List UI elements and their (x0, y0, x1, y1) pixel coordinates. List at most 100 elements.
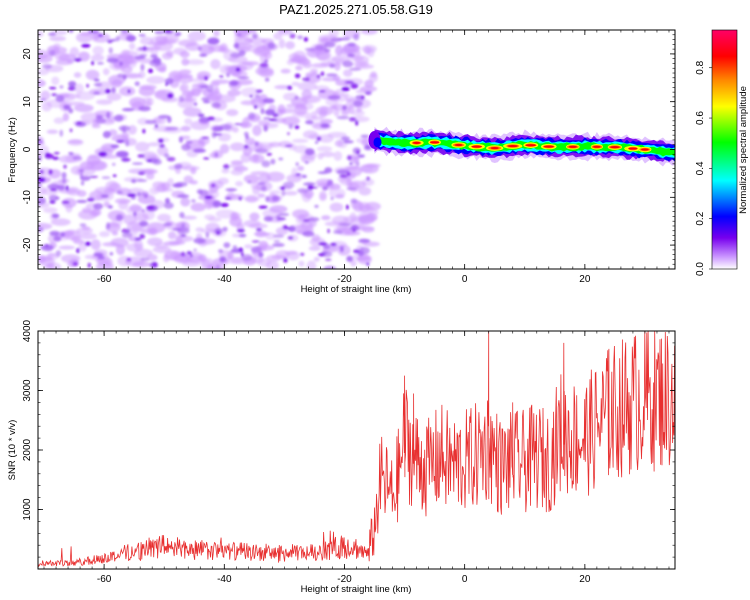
noise-blob (264, 77, 270, 82)
noise-peak (283, 257, 288, 263)
snr-series-line (38, 331, 675, 568)
noise-blob (72, 156, 82, 161)
noise-speck (331, 55, 351, 63)
noise-blob (115, 150, 129, 158)
noise-speck (146, 254, 158, 261)
noise-blob (38, 140, 43, 144)
noise-blob (181, 143, 191, 151)
noise-blob (81, 180, 85, 186)
noise-speck (38, 68, 50, 76)
noise-blob (116, 190, 123, 195)
noise-blob (347, 42, 356, 47)
noise-speck (179, 51, 190, 58)
noise-peak (81, 43, 91, 48)
noise-speck (301, 95, 321, 104)
noise-blob (270, 158, 276, 165)
noise-blob (150, 54, 158, 58)
noise-peak (190, 254, 193, 258)
noise-blob (154, 31, 164, 34)
noise-blob (328, 63, 336, 68)
noise-speck (164, 250, 181, 261)
noise-peak (159, 143, 165, 148)
noise-blob (271, 195, 280, 202)
noise-peak (287, 132, 290, 136)
noise-blob (110, 144, 120, 149)
noise-peak (254, 105, 258, 109)
noise-speck (149, 186, 160, 195)
noise-peak (148, 68, 153, 74)
noise-speck (68, 139, 83, 144)
noise-speck (128, 42, 136, 50)
noise-blob (125, 139, 130, 147)
noise-blob (49, 49, 56, 57)
noise-speck (181, 58, 190, 66)
noise-blob (226, 72, 230, 78)
noise-speck (358, 186, 372, 196)
noise-speck (179, 84, 188, 92)
noise-peak (341, 86, 350, 92)
noise-blob (254, 141, 259, 146)
noise-blob (349, 225, 360, 231)
noise-blob (264, 109, 276, 116)
noise-blob (137, 191, 141, 197)
noise-peak (295, 173, 301, 176)
noise-peak (299, 252, 305, 256)
noise-peak (303, 37, 309, 42)
noise-peak (166, 156, 176, 162)
noise-peak (146, 159, 153, 162)
noise-peak (50, 188, 58, 192)
noise-peak (93, 78, 100, 82)
noise-blob (346, 255, 354, 262)
noise-blob (144, 193, 148, 198)
noise-speck (106, 92, 122, 101)
noise-speck (268, 141, 282, 148)
noise-blob (295, 162, 299, 167)
noise-blob (117, 73, 125, 78)
noise-peak (121, 228, 131, 234)
noise-speck (157, 146, 169, 156)
noise-speck (229, 142, 245, 152)
noise-blob (121, 232, 133, 239)
noise-speck (47, 234, 55, 243)
noise-speck (115, 244, 126, 256)
noise-speck (89, 209, 100, 217)
noise-blob (341, 136, 351, 141)
noise-speck (189, 180, 198, 185)
noise-speck (337, 137, 348, 149)
noise-peak (236, 228, 245, 233)
x-tick-label: -40 (217, 274, 232, 285)
noise-speck (334, 61, 341, 71)
noise-blob (197, 46, 202, 51)
noise-speck (344, 165, 360, 171)
noise-blob (198, 116, 210, 124)
noise-speck (74, 83, 84, 94)
noise-speck (38, 31, 44, 38)
noise-speck (337, 244, 351, 256)
y-tick-label: 20 (22, 48, 33, 60)
noise-speck (167, 177, 174, 188)
noise-blob (357, 154, 365, 158)
noise-peak (294, 73, 301, 79)
noise-blob (304, 47, 316, 52)
noise-speck (233, 30, 252, 34)
noise-peak (310, 186, 319, 189)
noise-speck (297, 165, 305, 171)
noise-blob (263, 125, 268, 132)
noise-peak (287, 236, 294, 240)
noise-blob (122, 74, 127, 80)
noise-speck (354, 64, 374, 69)
noise-speck (229, 216, 243, 227)
noise-blob (139, 220, 149, 227)
noise-speck (165, 50, 174, 57)
x-tick-label: -60 (97, 274, 112, 285)
noise-speck (147, 142, 161, 147)
noise-blob (262, 98, 275, 104)
noise-peak (67, 86, 76, 91)
noise-speck (219, 43, 228, 52)
noise-peak (366, 176, 370, 181)
noise-peak (219, 74, 224, 79)
noise-peak (350, 83, 359, 89)
noise-speck (80, 112, 101, 123)
noise-blob (278, 157, 284, 161)
x-tick-label: 0 (462, 274, 468, 285)
